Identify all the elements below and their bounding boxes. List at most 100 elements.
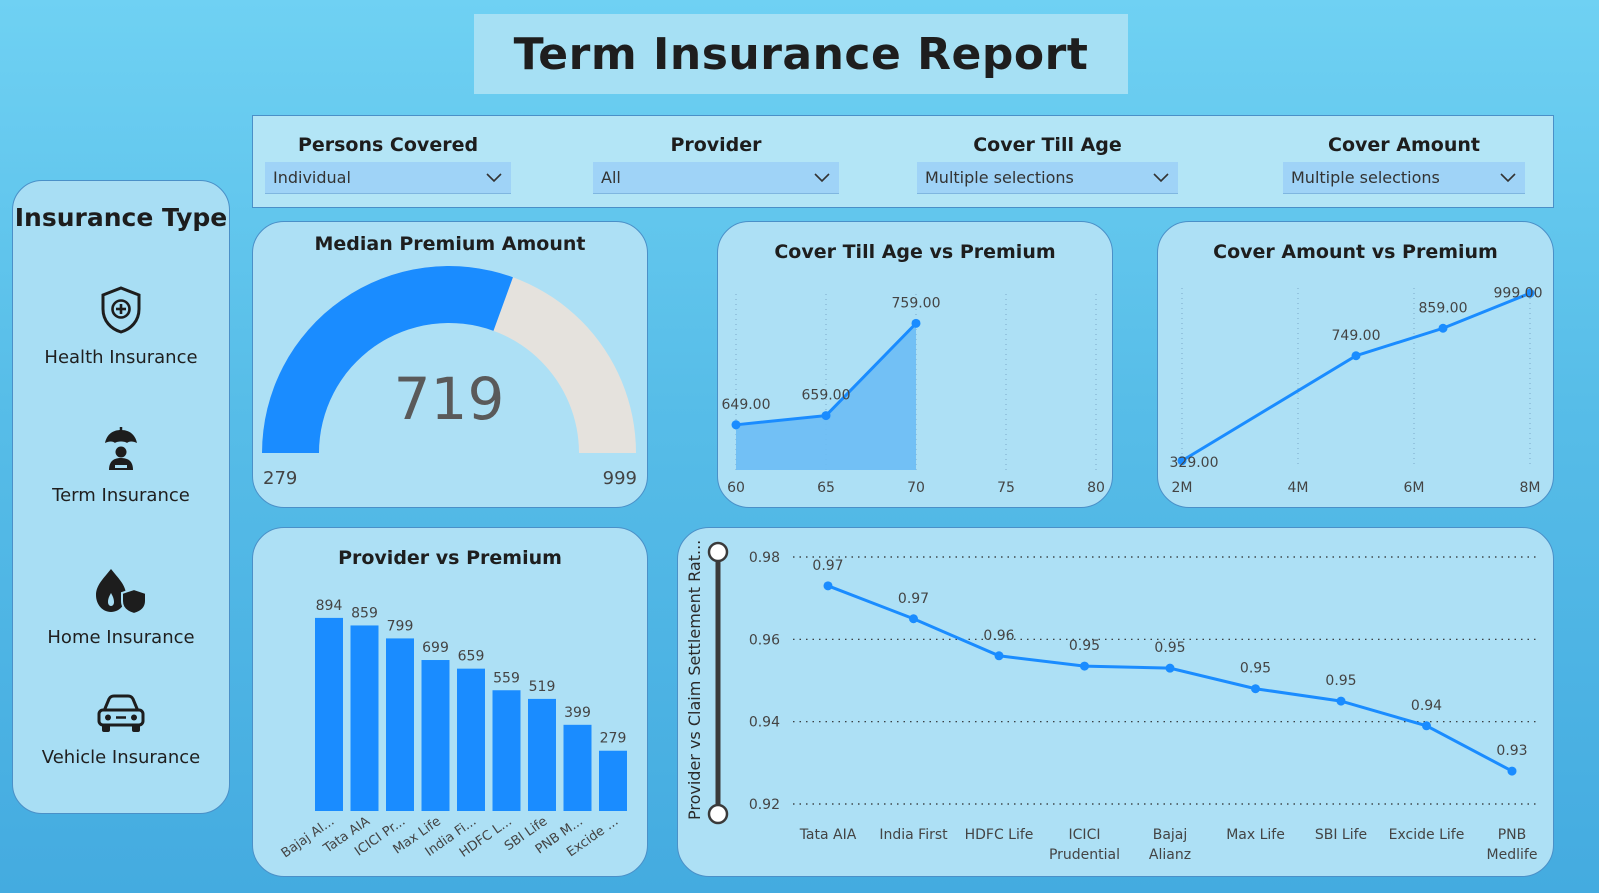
gauge-max: 999 <box>603 468 637 489</box>
bar <box>563 724 592 811</box>
bar <box>386 638 414 811</box>
gauge-title: Median Premium Amount <box>314 233 586 255</box>
cover-amount-label: Cover Amount <box>1328 134 1480 156</box>
data-label: 0.93 <box>1496 743 1527 759</box>
x-tick-label: 75 <box>997 480 1015 496</box>
x-tick-label: 70 <box>907 480 925 496</box>
data-point <box>994 651 1004 661</box>
sidebar-item-label: Health Insurance <box>44 347 198 368</box>
cover-amount-card: Cover Amount vs Premium 2M 4M 6M 8M 329.00 74… <box>1157 221 1554 508</box>
car-icon <box>97 694 145 732</box>
x-tick-label: ICICI <box>1069 827 1101 843</box>
umbrella-person-icon <box>105 427 137 470</box>
median-premium-card: Median Premium Amount 719 279 999 <box>252 221 648 508</box>
x-tick-label: Excide Life <box>1389 827 1465 843</box>
bar-data-label: 799 <box>387 618 414 634</box>
data-point <box>1336 696 1346 706</box>
x-tick-label: India First <box>879 827 948 843</box>
data-point <box>909 614 918 624</box>
bar-data-label: 894 <box>316 598 343 614</box>
sidebar-item-term[interactable]: Term Insurance <box>13 425 229 506</box>
sidebar-item-home[interactable]: Home Insurance <box>13 567 229 648</box>
data-label: 749.00 <box>1332 328 1381 344</box>
cover-till-age-chart: 60 65 70 75 80 649.00 659.00 759.00 <box>722 294 1105 496</box>
data-label: 0.97 <box>812 558 843 574</box>
data-label: 0.95 <box>1325 673 1356 689</box>
x-tick-label: 60 <box>727 480 745 496</box>
x-tick-label: Tata AIA <box>799 827 857 843</box>
x-tick-label: 4M <box>1288 480 1309 496</box>
cover-amount-dropdown[interactable]: Multiple selections <box>1283 162 1525 194</box>
x-tick-label: Medlife <box>1487 847 1538 863</box>
data-point <box>823 581 833 591</box>
cover-till-age-label: Cover Till Age <box>973 134 1122 156</box>
x-tick-label: 2M <box>1172 480 1193 496</box>
claim-y-axis-label: Provider vs Claim Settlement Rat... <box>685 540 704 820</box>
page-title: Term Insurance Report <box>513 28 1089 80</box>
persons-covered-value: Individual <box>273 168 351 187</box>
gauge-min: 279 <box>263 468 297 489</box>
cover-amount-slicer: Cover Amount Multiple selections <box>1283 134 1525 194</box>
x-tick-label: Bajaj <box>1153 827 1188 843</box>
data-point <box>1507 766 1517 776</box>
bar <box>528 698 556 811</box>
claim-settlement-card: Provider vs Claim Settlement Rat... 0.98… <box>677 527 1554 877</box>
shield-plus-icon <box>101 286 141 334</box>
provider-premium-card: Provider vs Premium 894 Bajaj Al... 859 Tat… <box>252 527 648 877</box>
data-label: 0.95 <box>1069 638 1100 654</box>
data-label: 329.00 <box>1170 455 1219 471</box>
bar-data-label: 279 <box>600 731 627 747</box>
persons-covered-label: Persons Covered <box>297 134 479 156</box>
data-label: 0.94 <box>1411 698 1442 714</box>
bar-data-label: 519 <box>529 679 556 695</box>
data-point <box>1251 684 1260 694</box>
gauge-value: 719 <box>394 365 505 433</box>
chevron-down-icon <box>1153 172 1169 182</box>
cover-amount-chart: 2M 4M 6M 8M 329.00 749.00 859.00 999.00 <box>1170 285 1543 496</box>
chevron-down-icon <box>814 172 830 182</box>
bar-data-label: 399 <box>564 705 591 721</box>
cover-till-age-value: Multiple selections <box>925 168 1074 187</box>
data-point <box>731 420 741 430</box>
persons-covered-slicer: Persons Covered Individual <box>265 134 511 194</box>
fire-shield-icon <box>96 569 147 615</box>
x-tick-label: 80 <box>1087 480 1105 496</box>
data-point <box>1351 351 1361 361</box>
series-line <box>827 584 1513 773</box>
cover-till-age-dropdown[interactable]: Multiple selections <box>917 162 1178 194</box>
cover-till-age-card: Cover Till Age vs Premium 60 65 70 75 80 649.… <box>717 221 1113 508</box>
cover-till-age-chart-title: Cover Till Age vs Premium <box>774 241 1056 263</box>
sidebar-item-label: Term Insurance <box>52 485 190 506</box>
persons-covered-dropdown[interactable]: Individual <box>265 162 511 194</box>
cover-amount-value: Multiple selections <box>1291 168 1440 187</box>
x-tick-label: 6M <box>1404 480 1425 496</box>
x-tick-label: HDFC Life <box>965 827 1034 843</box>
x-tick-label: SBI Life <box>1315 827 1367 843</box>
insurance-type-title: Insurance Type <box>14 203 228 232</box>
sidebar-item-health[interactable]: Health Insurance <box>13 285 229 368</box>
x-tick-label: Alianz <box>1149 847 1191 863</box>
x-tick-label: 8M <box>1520 480 1541 496</box>
data-point <box>911 318 921 328</box>
data-point <box>1165 663 1175 673</box>
x-tick-label: Max Life <box>1226 827 1285 843</box>
data-label: 649.00 <box>722 397 771 413</box>
zoom-slider-top-handle[interactable] <box>707 541 729 563</box>
provider-value: All <box>601 168 621 187</box>
filter-bar: Persons Covered Individual Provider All … <box>252 115 1554 208</box>
provider-dropdown[interactable]: All <box>593 162 839 194</box>
x-tick-label: PNB <box>1498 827 1527 843</box>
report-title-box: Term Insurance Report <box>474 14 1128 94</box>
data-point <box>821 411 831 421</box>
y-tick-label: 0.98 <box>749 550 780 566</box>
cover-till-age-slicer: Cover Till Age Multiple selections <box>917 134 1178 194</box>
y-tick-label: 0.92 <box>749 797 780 813</box>
x-tick-label: Prudential <box>1049 847 1120 863</box>
sidebar-item-vehicle[interactable]: Vehicle Insurance <box>13 693 229 768</box>
bar-data-label: 699 <box>422 640 449 656</box>
data-point <box>1438 323 1448 333</box>
data-point <box>1422 721 1431 731</box>
data-label: 0.96 <box>983 628 1014 644</box>
zoom-slider-bottom-handle[interactable] <box>707 803 729 825</box>
gauge-fill <box>262 266 513 453</box>
